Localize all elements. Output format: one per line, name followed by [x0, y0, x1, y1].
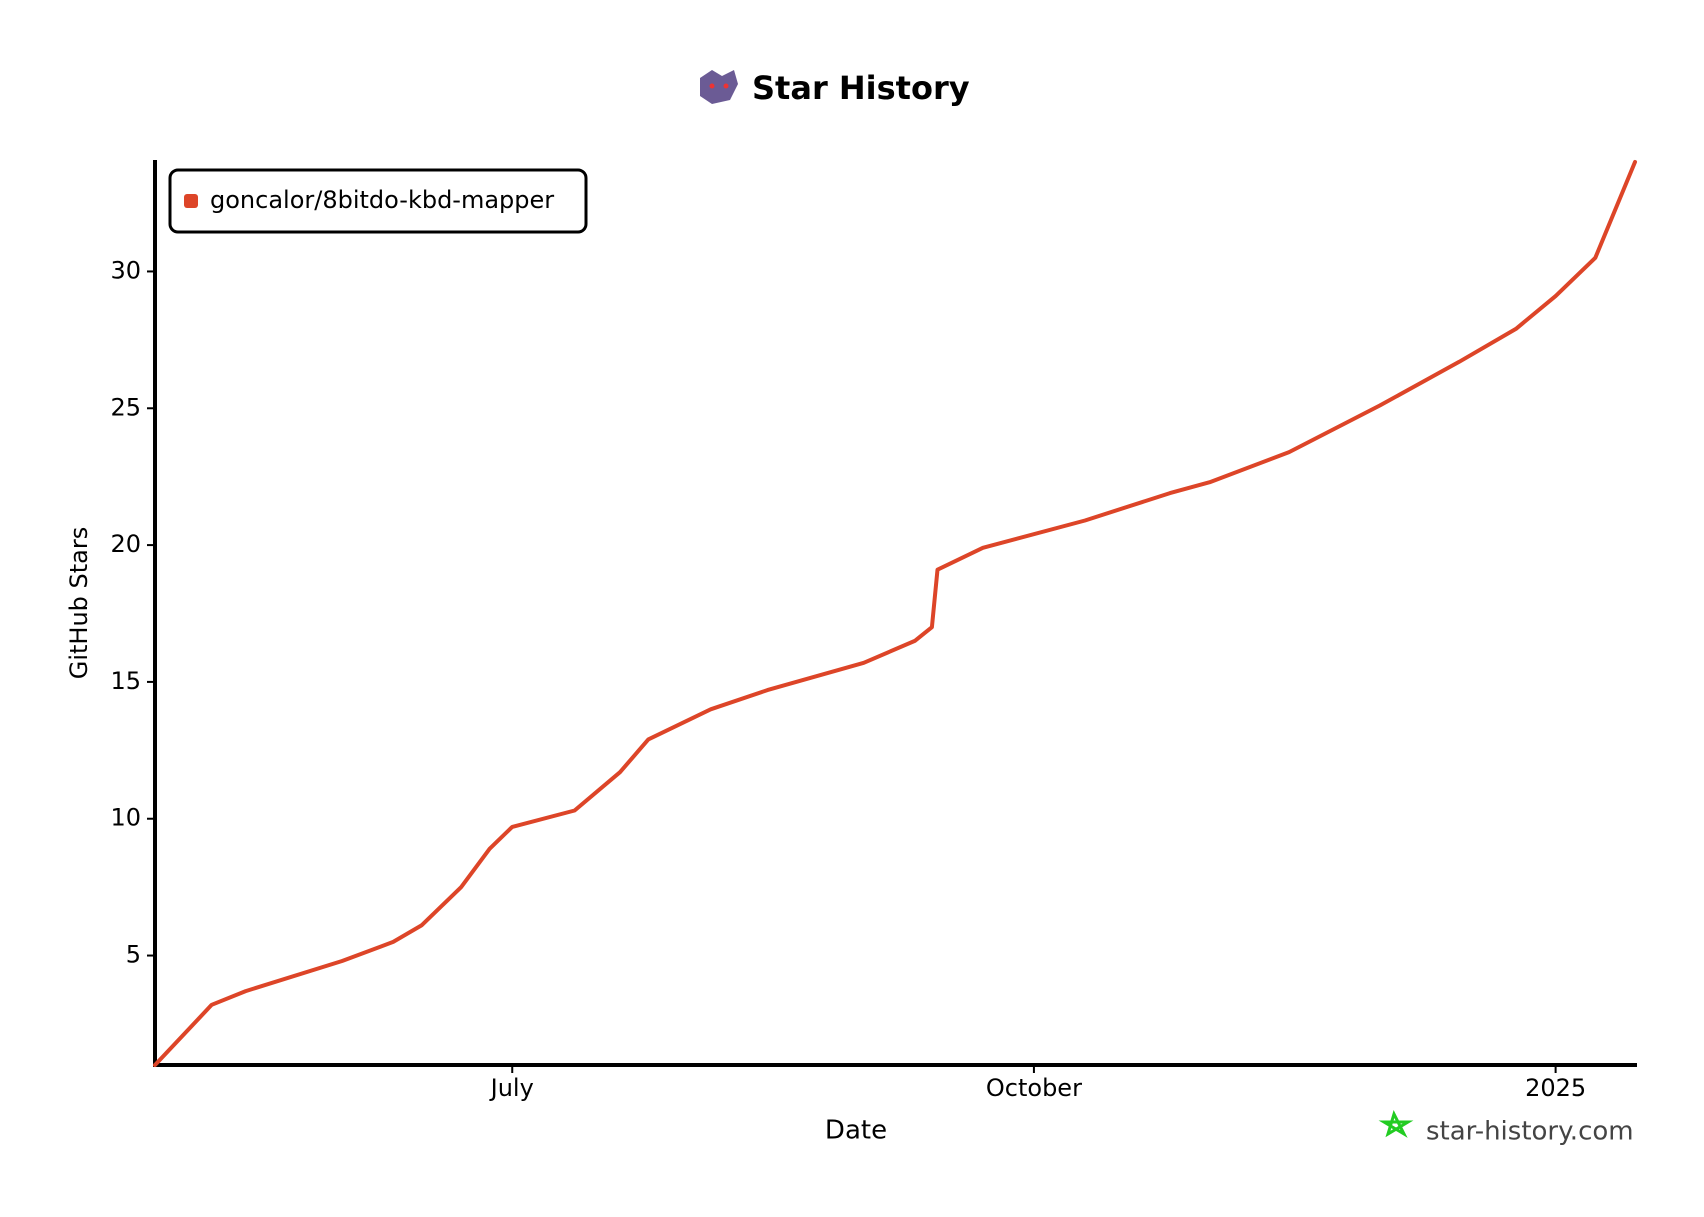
line	[153, 160, 1637, 1067]
chart-title: Star History	[752, 69, 970, 107]
y-axis-title: GitHub Stars	[65, 527, 93, 680]
title-icon	[700, 70, 738, 104]
y-tick-label: 20	[110, 530, 141, 558]
legend	[168, 168, 588, 234]
y-tick-label: 25	[110, 393, 141, 421]
x-axis-title: Date	[825, 1116, 887, 1146]
legend-label: goncalor/8bitdo-kbd-mapper	[210, 186, 554, 214]
watermark: star-history.com	[1426, 1117, 1634, 1147]
y-tick-label: 30	[110, 256, 141, 284]
x-tick-label: July	[489, 1074, 534, 1102]
legend-swatch	[184, 194, 198, 208]
y-tick-label: 10	[110, 804, 141, 832]
y-tick-label: 5	[126, 941, 141, 969]
watermark-icon	[1378, 1109, 1414, 1138]
x-tick-label: October	[986, 1074, 1082, 1102]
y-tick-label: 15	[110, 667, 141, 695]
x-tick-label: 2025	[1525, 1074, 1586, 1102]
